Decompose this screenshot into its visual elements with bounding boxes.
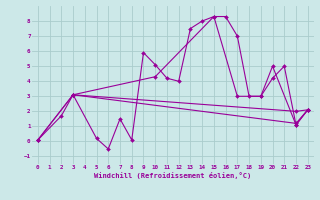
X-axis label: Windchill (Refroidissement éolien,°C): Windchill (Refroidissement éolien,°C) [94,172,252,179]
